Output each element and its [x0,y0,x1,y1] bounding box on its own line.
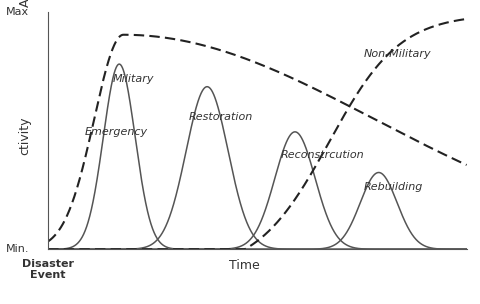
Text: Rebuilding: Rebuilding [363,182,422,192]
Text: Disaster
Event: Disaster Event [22,259,74,280]
Text: Non-Military: Non-Military [363,49,431,59]
Text: Max: Max [6,7,29,17]
Text: Time: Time [229,259,260,272]
Text: Restoration: Restoration [188,112,252,122]
Text: Min.: Min. [6,244,29,254]
Text: A: A [19,0,32,7]
Text: Reconstrcution: Reconstrcution [280,150,363,160]
Text: Emergency: Emergency [85,127,148,137]
Text: Military: Military [113,74,154,84]
Text: ctivity: ctivity [19,116,32,155]
